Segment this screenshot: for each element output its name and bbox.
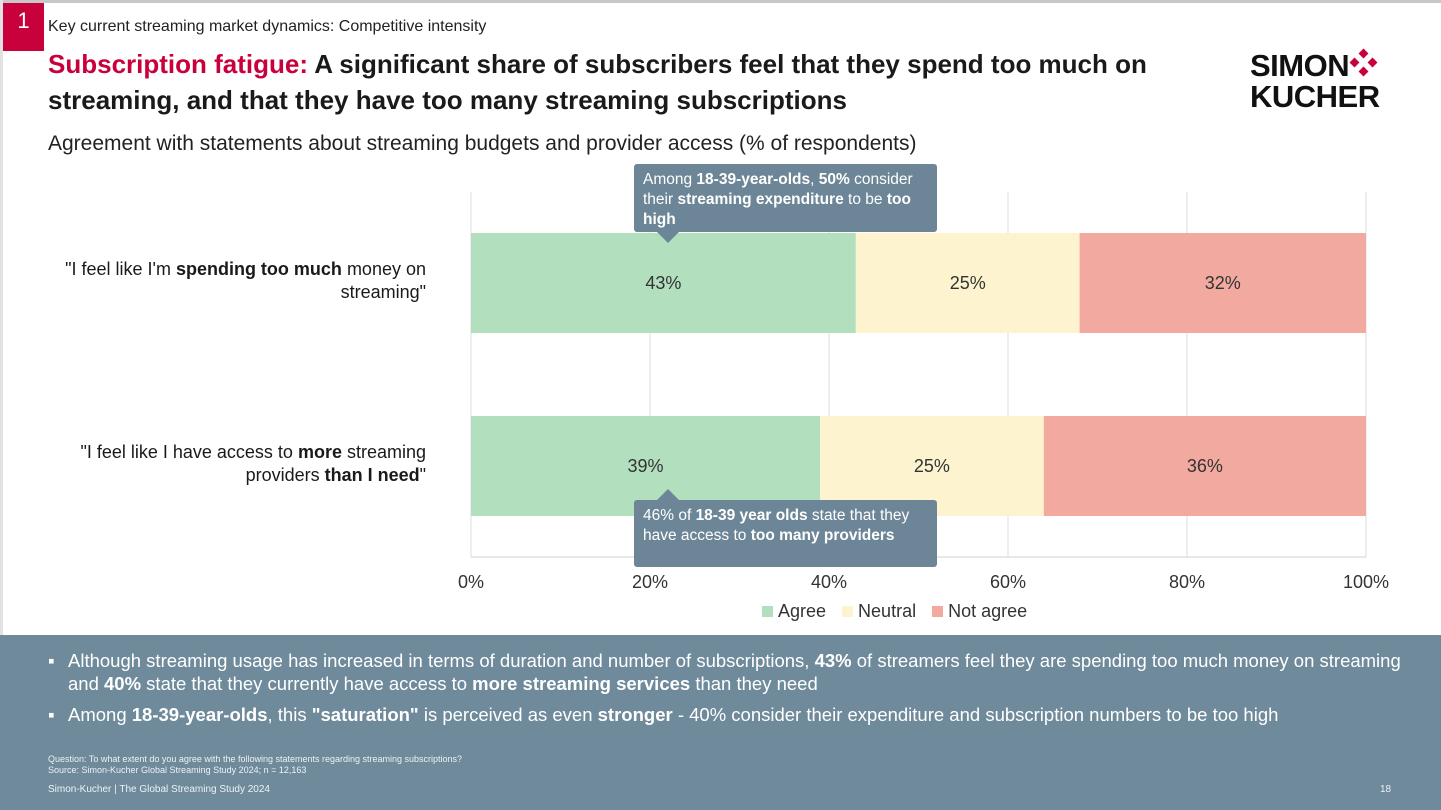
x-tick-label: 80% — [1169, 572, 1205, 592]
x-tick-label: 60% — [990, 572, 1026, 592]
text-run: Among — [68, 704, 132, 725]
text-run: - 40% consider their expenditure and sub… — [672, 704, 1279, 725]
legend-label-neutral: Neutral — [858, 601, 917, 621]
summary-panel: Although streaming usage has increased i… — [0, 635, 1441, 810]
x-tick-label: 20% — [632, 572, 668, 592]
text-run: , — [810, 171, 819, 188]
section-title: Key current streaming market dynamics: C… — [48, 18, 487, 35]
left-rule — [0, 0, 3, 635]
bold-text: spending too much — [175, 259, 342, 279]
bold-text: "saturation" — [311, 704, 419, 725]
bold-text: stronger — [597, 704, 673, 725]
legend-swatch-not-agree — [932, 606, 944, 617]
legend-label-agree: Agree — [778, 601, 827, 621]
data-label: 39% — [628, 456, 664, 476]
text-run: money on streaming" — [340, 259, 426, 302]
category-label-2: "I feel like I have access to more strea… — [6, 441, 426, 487]
chart-legend: Agree Neutral Not agree — [762, 601, 1027, 622]
text-run: Among — [643, 171, 697, 188]
text-run: of streamers feel they are spending too … — [68, 650, 1401, 694]
chart-subtitle: Agreement with statements about streamin… — [48, 132, 917, 155]
text-run: "I feel like I have access to — [80, 442, 298, 462]
footer-page-number: 18 — [1380, 784, 1392, 795]
bold-text: more — [297, 442, 342, 462]
top-rule — [0, 0, 1441, 3]
legend-swatch-agree — [762, 606, 773, 617]
data-label: 25% — [950, 273, 986, 293]
text-run: 46% of — [643, 507, 696, 524]
question-note: Question: To what extent do you agree wi… — [48, 754, 463, 764]
x-tick-label: 0% — [458, 572, 484, 592]
data-label: 36% — [1187, 456, 1223, 476]
simon-kucher-logo: SIMON KUCHER — [1250, 48, 1380, 114]
bar-agree — [471, 233, 856, 333]
bold-text: 18-39 year olds — [695, 507, 808, 524]
bar-not-agree — [1079, 233, 1366, 333]
x-tick-label: 40% — [811, 572, 847, 592]
data-label: 25% — [914, 456, 950, 476]
bold-text: more streaming services — [472, 673, 691, 694]
source-note: Source: Simon-Kucher Global Streaming St… — [48, 765, 307, 775]
summary-bullets: Although streaming usage has increased i… — [48, 649, 1408, 734]
logo-line-2: KUCHER — [1250, 79, 1380, 114]
text-run: is perceived as even — [418, 704, 598, 725]
text-run: Although streaming usage has increased i… — [68, 650, 815, 671]
callout-spending: Among 18-39-year-olds, 50% consider thei… — [634, 164, 937, 243]
bold-text: 40% — [104, 673, 142, 694]
footer-study-name: Simon-Kucher | The Global Streaming Stud… — [48, 784, 270, 795]
headline-rest: A significant share of subscribers feel … — [48, 49, 1147, 115]
summary-bullet-1: Although streaming usage has increased i… — [48, 649, 1408, 695]
headline-accent: Subscription fatigue: — [48, 49, 308, 79]
text-run: "I feel like I'm — [65, 259, 176, 279]
text-run: consider their — [643, 171, 913, 208]
category-label-1: "I feel like I'm spending too much money… — [6, 258, 426, 304]
stacked-bar-chart: 43% 25% 32% 39% 25% 36% 0% 20% 40% 60% 80% 100% — [458, 192, 1389, 592]
bold-text: streaming expenditure — [677, 191, 844, 208]
bold-text: 50% — [818, 171, 850, 188]
text-run: to be — [843, 191, 887, 208]
logo-line-1: SIMON — [1250, 48, 1350, 83]
bar-not-agree — [1043, 416, 1366, 516]
bold-text: than I need — [324, 465, 420, 485]
legend-item-neutral: Neutral — [842, 601, 916, 622]
legend-item-not-agree: Not agree — [932, 601, 1027, 622]
bar-agree — [471, 416, 821, 516]
text-run: state that they have access to — [643, 507, 910, 544]
bold-text: 18-39-year-olds — [131, 704, 268, 725]
legend-item-agree: Agree — [762, 601, 826, 622]
bold-text: 18-39-year-olds — [696, 171, 811, 188]
headline: Subscription fatigue: A significant shar… — [48, 46, 1188, 118]
text-run: than they need — [690, 673, 818, 694]
x-tick-label: 100% — [1343, 572, 1389, 592]
text-run: streaming providers — [245, 442, 426, 485]
bar-neutral — [855, 233, 1080, 333]
bar-neutral — [820, 416, 1044, 516]
text-run: , this — [267, 704, 312, 725]
bold-text: 43% — [814, 650, 852, 671]
data-label: 32% — [1205, 273, 1241, 293]
bold-text: too many providers — [750, 527, 895, 544]
legend-label-not-agree: Not agree — [948, 601, 1028, 621]
bold-text: too high — [643, 191, 911, 228]
text-run: " — [419, 465, 426, 485]
callout-providers: 46% of 18-39 year olds state that they h… — [634, 489, 937, 567]
text-run: state that they currently have access to — [141, 673, 473, 694]
data-label: 43% — [645, 273, 681, 293]
summary-bullet-2: Among 18-39-year-olds, this "saturation"… — [48, 703, 1408, 726]
section-number: 1 — [3, 3, 44, 51]
legend-swatch-neutral — [842, 606, 854, 617]
